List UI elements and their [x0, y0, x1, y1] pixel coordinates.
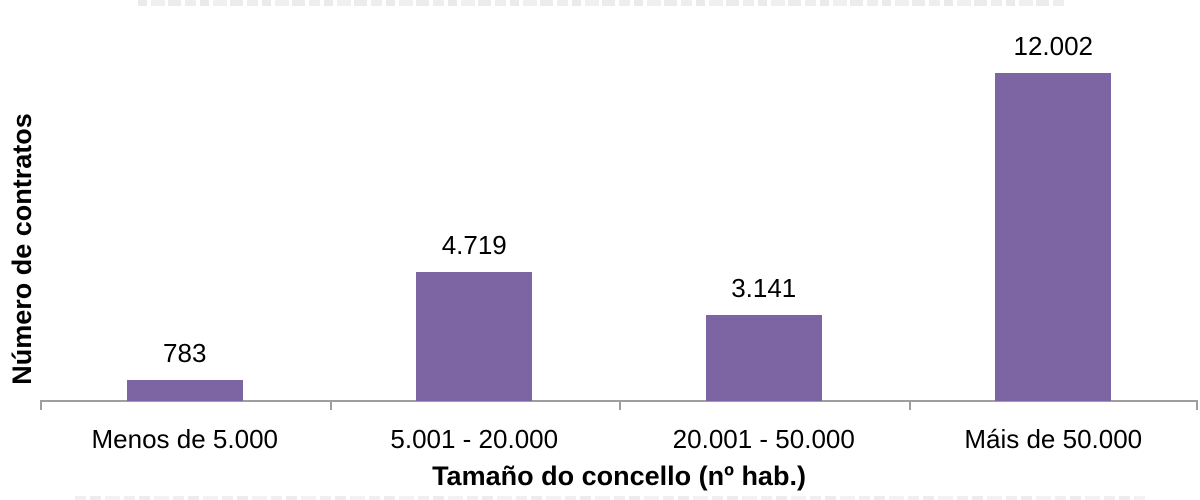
cropped-text-artifact-bottom [75, 496, 1145, 500]
x-axis-line [40, 400, 1198, 402]
bar-value-label: 4.719 [441, 229, 507, 260]
x-axis-tick [40, 402, 42, 410]
x-axis-tick [1196, 402, 1198, 410]
x-axis-tick [329, 402, 332, 410]
bar [126, 379, 243, 401]
bar [995, 72, 1112, 401]
bar [705, 315, 822, 401]
bar-value-label: 12.002 [1013, 30, 1094, 61]
x-tick-label: 20.001 - 50.000 [672, 424, 855, 454]
x-tick-label: Menos de 5.000 [91, 424, 278, 454]
x-axis-tick [619, 402, 621, 410]
bar [416, 271, 533, 401]
bar-value-label: 783 [163, 337, 207, 368]
x-tick-label: Máis de 50.000 [964, 424, 1143, 454]
x-tick-label: 5.001 - 20.000 [390, 424, 559, 454]
y-axis-title: Número de contratos [7, 113, 37, 385]
x-axis-tick [908, 402, 911, 410]
bar-value-label: 3.141 [731, 273, 797, 304]
x-axis-title: Tamaño do concello (nº hab.) [432, 461, 806, 491]
cropped-text-artifact-top [138, 0, 1068, 6]
